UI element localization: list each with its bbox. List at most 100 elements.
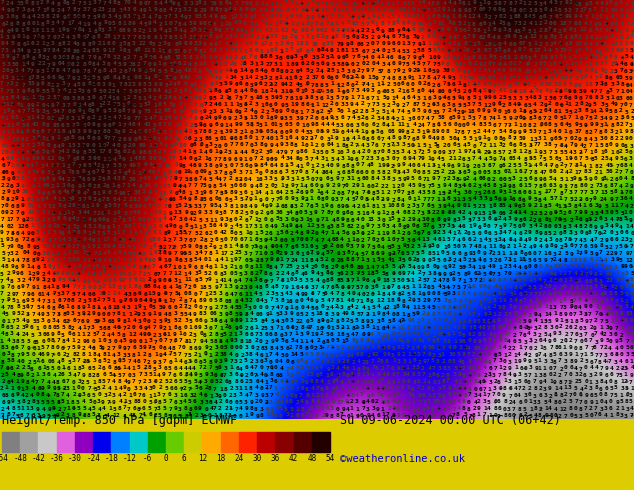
Text: 6: 6	[519, 400, 522, 405]
Text: 1: 1	[600, 190, 604, 195]
Text: 4: 4	[543, 379, 547, 384]
Text: 1: 1	[508, 15, 512, 20]
Text: 1: 1	[382, 285, 385, 290]
Text: 7: 7	[97, 0, 101, 5]
Text: 5: 5	[413, 352, 417, 357]
Text: 7: 7	[406, 136, 410, 141]
Text: 5: 5	[163, 406, 166, 411]
Text: 4: 4	[482, 183, 486, 188]
Text: 6: 6	[30, 367, 34, 371]
Text: 8: 8	[559, 89, 563, 94]
Text: 7: 7	[615, 35, 619, 40]
Text: 3: 3	[138, 56, 142, 61]
Text: 8: 8	[563, 230, 567, 235]
Text: 6: 6	[72, 318, 76, 323]
Text: 6: 6	[284, 399, 288, 404]
Text: 5: 5	[87, 163, 91, 168]
Text: 6: 6	[275, 109, 278, 114]
Text: +: +	[386, 163, 390, 168]
Text: 5: 5	[569, 197, 573, 202]
Text: 6: 6	[269, 14, 273, 19]
Text: 6: 6	[482, 339, 486, 343]
Text: 7: 7	[182, 102, 186, 108]
Text: 4: 4	[65, 338, 69, 343]
Text: 4: 4	[87, 345, 91, 350]
Text: 9: 9	[416, 68, 420, 73]
Text: 1: 1	[382, 278, 385, 283]
Text: 6: 6	[519, 8, 522, 13]
Text: +: +	[457, 102, 461, 107]
Text: +: +	[148, 332, 152, 337]
Text: 8: 8	[17, 373, 20, 378]
Text: 9: 9	[311, 270, 314, 275]
Text: 5: 5	[238, 250, 242, 255]
Text: 9: 9	[574, 143, 578, 148]
Text: 8: 8	[229, 218, 233, 223]
Text: 6: 6	[589, 203, 593, 208]
Text: 1: 1	[462, 386, 465, 391]
Text: 9: 9	[513, 130, 516, 135]
Text: 7: 7	[198, 176, 202, 181]
Text: 7: 7	[11, 143, 15, 148]
Text: 4: 4	[61, 177, 65, 182]
Text: 6: 6	[26, 304, 30, 309]
Text: 2: 2	[543, 211, 547, 216]
Text: 9: 9	[594, 22, 598, 26]
Text: 2: 2	[97, 163, 101, 168]
Text: 8: 8	[117, 1, 120, 6]
Text: 4: 4	[427, 1, 430, 6]
Text: 4: 4	[376, 61, 380, 66]
Text: 0: 0	[269, 218, 273, 222]
Text: 9: 9	[223, 15, 226, 20]
Text: 0: 0	[519, 41, 522, 46]
Text: 9: 9	[73, 265, 77, 270]
Text: 3: 3	[609, 332, 612, 337]
Text: 6: 6	[301, 386, 304, 391]
Text: 4: 4	[204, 340, 207, 344]
Text: 1: 1	[228, 244, 232, 249]
Text: 2: 2	[574, 197, 578, 202]
Text: 7: 7	[594, 413, 597, 417]
Text: 1: 1	[437, 414, 441, 418]
Text: 1: 1	[467, 1, 470, 6]
Text: 4: 4	[65, 35, 69, 41]
Text: 4: 4	[453, 61, 457, 66]
Text: 6: 6	[41, 142, 44, 147]
Text: 6: 6	[405, 82, 409, 88]
Text: 3: 3	[142, 190, 146, 195]
Text: 4: 4	[524, 35, 527, 40]
Text: 2: 2	[0, 150, 4, 155]
Text: 6: 6	[309, 298, 313, 303]
Text: 7: 7	[164, 197, 168, 203]
Text: 4: 4	[488, 264, 491, 269]
Text: 0: 0	[147, 332, 150, 337]
Text: 5: 5	[311, 42, 315, 47]
Text: 6: 6	[396, 285, 400, 290]
Text: 9: 9	[365, 318, 369, 324]
Text: 4: 4	[371, 265, 375, 270]
Text: 8: 8	[508, 129, 512, 134]
Text: 8: 8	[209, 7, 213, 12]
Text: 0: 0	[570, 136, 574, 142]
Text: 0: 0	[498, 325, 501, 330]
Text: 7: 7	[329, 211, 333, 216]
Text: 6: 6	[508, 386, 512, 391]
Text: +: +	[148, 55, 152, 60]
Text: 0: 0	[482, 7, 486, 12]
Text: 9: 9	[218, 69, 222, 74]
Text: 0: 0	[413, 169, 417, 174]
Text: 9: 9	[225, 313, 229, 318]
Text: 1: 1	[545, 406, 548, 411]
Text: 0: 0	[337, 191, 340, 196]
Text: 8: 8	[214, 7, 218, 12]
Text: 3: 3	[613, 69, 617, 74]
Text: 3: 3	[309, 130, 313, 135]
Text: 4: 4	[620, 61, 623, 66]
Text: 0: 0	[178, 69, 181, 74]
Text: 2: 2	[203, 366, 207, 370]
Text: 5: 5	[153, 150, 157, 155]
Text: 5: 5	[93, 15, 96, 20]
Text: 1: 1	[269, 190, 273, 195]
Text: +: +	[275, 258, 278, 263]
Text: 2: 2	[423, 298, 427, 303]
